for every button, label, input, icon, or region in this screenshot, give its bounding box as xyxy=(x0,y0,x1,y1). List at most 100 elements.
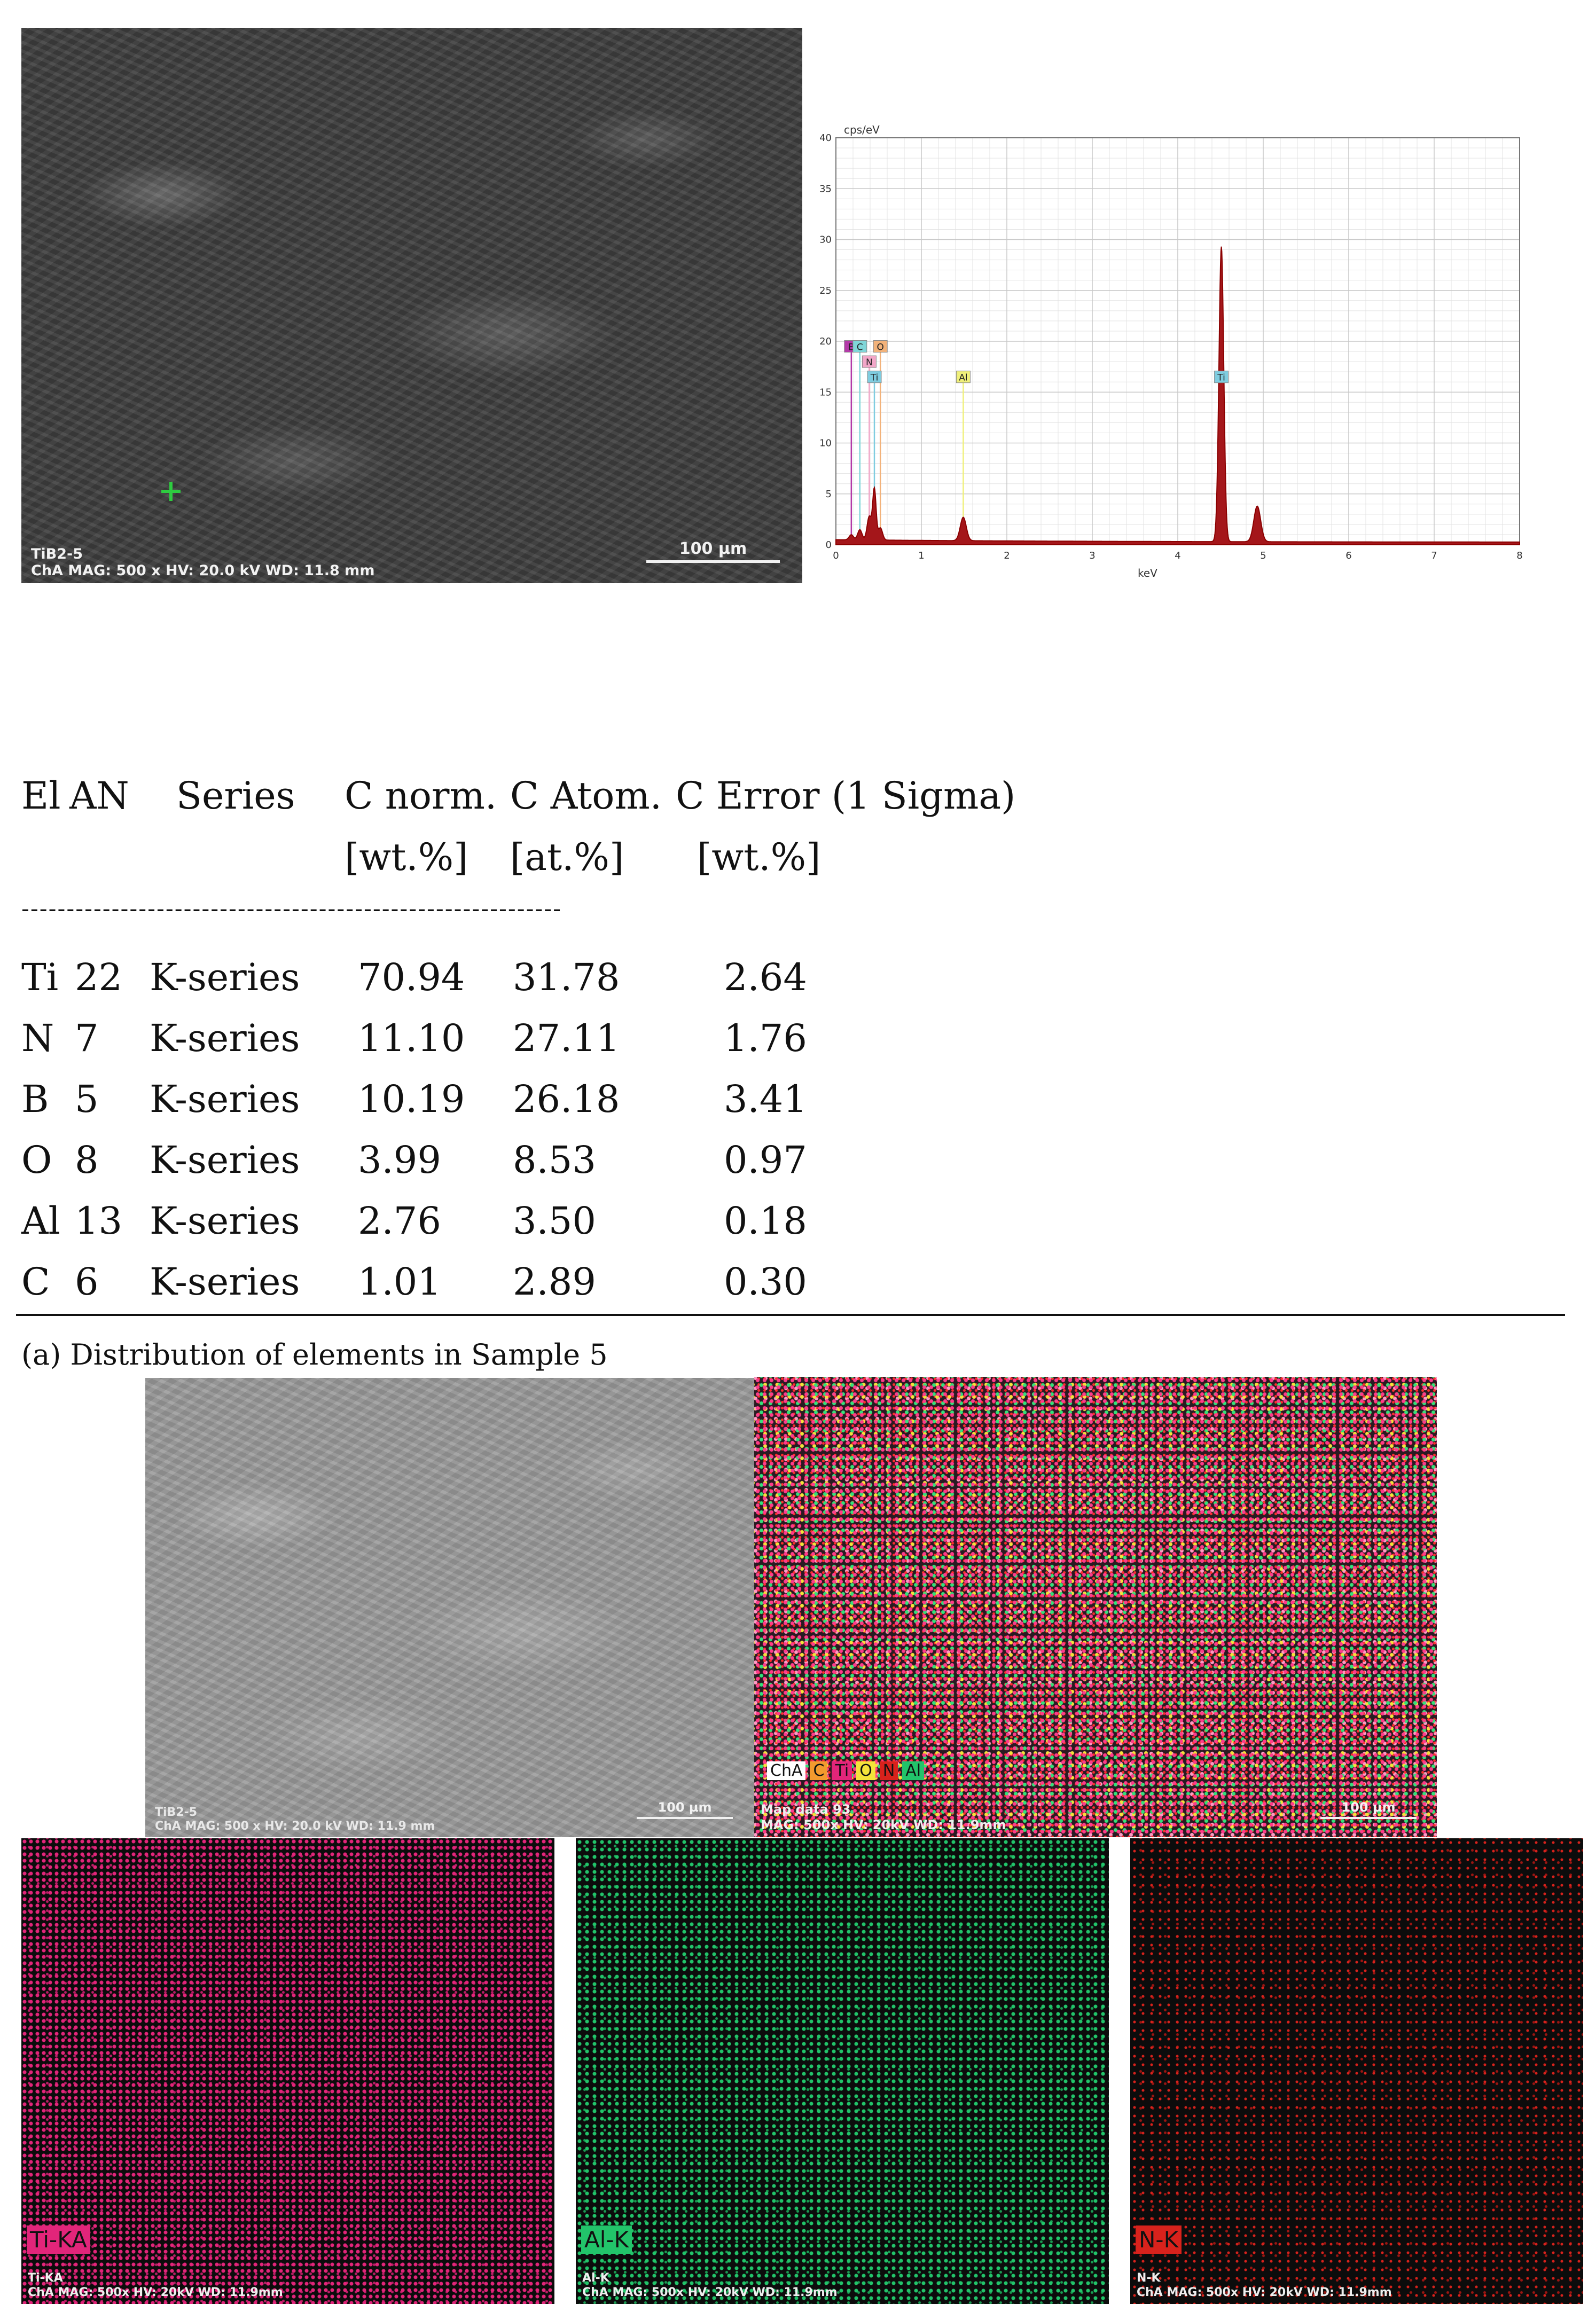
cell-series: K-series xyxy=(150,1016,300,1060)
map-info-line2: ChA MAG: 500x HV: 20kV WD: 11.9mm xyxy=(28,2285,283,2299)
element-label-text: O xyxy=(877,342,884,353)
element-map-ti: Ti-KA Ti-KA ChA MAG: 500x HV: 20kV WD: 1… xyxy=(21,1838,554,2304)
cell-c-error: 1.76 xyxy=(724,1016,807,1060)
figure-caption: (a) Distribution of elements in Sample 5 xyxy=(21,1338,608,1372)
crosshair-icon xyxy=(161,482,181,501)
element-label-text: Ti xyxy=(1217,373,1225,383)
cell-c-norm: 11.10 xyxy=(358,1016,465,1060)
x-tick-label: 3 xyxy=(1089,550,1095,561)
legend-entry: ChA xyxy=(767,1761,806,1780)
legend-entry: O xyxy=(856,1761,875,1780)
header-el: El xyxy=(21,774,61,818)
y-tick-label: 10 xyxy=(819,438,832,449)
map-info-line1: Al-K xyxy=(582,2271,609,2285)
cell-c-atom: 31.78 xyxy=(513,955,620,999)
cell-c-atom: 3.50 xyxy=(513,1199,596,1243)
cell-c-error: 3.41 xyxy=(724,1077,807,1121)
cell-c-error: 0.97 xyxy=(724,1138,807,1182)
scale-label: 100 µm xyxy=(1341,1800,1396,1815)
y-tick-label: 25 xyxy=(819,285,832,296)
sem-info-line: ChA MAG: 500 x HV: 20.0 kV WD: 11.9 mm xyxy=(155,1819,435,1833)
sem-sample-label: TiB2-5 xyxy=(155,1806,198,1820)
legend-entry: N xyxy=(879,1761,898,1780)
x-axis-label: keV xyxy=(1138,567,1157,579)
map-info-line2: ChA MAG: 500x HV: 20kV WD: 11.9mm xyxy=(1137,2285,1392,2299)
y-tick-label: 30 xyxy=(819,234,832,246)
cell-c-atom: 2.89 xyxy=(513,1260,596,1304)
element-label-box xyxy=(1214,371,1229,383)
cell-c-norm: 1.01 xyxy=(358,1260,441,1304)
y-tick-label: 35 xyxy=(819,183,832,194)
x-tick-label: 5 xyxy=(1260,550,1266,561)
cell-c-norm: 10.19 xyxy=(358,1077,465,1121)
sem-info-line: ChA MAG: 500 x HV: 20.0 kV WD: 11.8 mm xyxy=(31,562,375,579)
element-map-n: N-K N-K ChA MAG: 500x HV: 20kV WD: 11.9m… xyxy=(1130,1838,1583,2304)
cell-c-atom: 27.11 xyxy=(513,1016,620,1060)
cell-atomic-number: 7 xyxy=(75,1016,99,1060)
header-unit-norm: [wt.%] xyxy=(345,835,468,879)
cell-series: K-series xyxy=(150,1077,300,1121)
header-catom: C Atom. xyxy=(510,774,662,818)
edx-mixed-map: ChA C Ti O N Al Map data 93 MAG: 500x HV: 20k… xyxy=(754,1377,1437,1837)
cell-c-norm: 70.94 xyxy=(358,955,465,999)
element-label: Ti xyxy=(1214,371,1229,383)
header-unit-error: [wt.%] xyxy=(697,835,821,879)
element-label: C xyxy=(852,340,867,353)
y-tick-label: 15 xyxy=(819,387,832,398)
map-tag: Ti-KA xyxy=(27,2225,90,2254)
map-info-line2: MAG: 500x HV: 20kV WD: 11.9mm xyxy=(761,1817,1006,1833)
element-label-box xyxy=(862,355,877,368)
scale-bar xyxy=(646,560,780,563)
map-legend: ChA C Ti O N Al xyxy=(767,1761,925,1780)
header-unit-atom: [at.%] xyxy=(510,835,624,879)
cell-atomic-number: 13 xyxy=(75,1199,123,1243)
y-tick-label: 5 xyxy=(826,489,832,500)
cell-element: Al xyxy=(21,1199,60,1243)
cell-series: K-series xyxy=(150,1138,300,1182)
cell-c-error: 0.18 xyxy=(724,1199,807,1243)
map-info-line1: Ti-KA xyxy=(28,2271,63,2285)
y-axis-label: cps/eV xyxy=(844,123,880,136)
y-tick-label: 20 xyxy=(819,336,832,347)
sem-sample-label: TiB2-5 xyxy=(31,545,83,562)
element-label-box xyxy=(852,340,867,353)
sem-image-top: TiB2-5 ChA MAG: 500 x HV: 20.0 kV WD: 11… xyxy=(21,28,802,583)
cell-c-error: 0.30 xyxy=(724,1260,807,1304)
map-info-line1: Map data 93 xyxy=(761,1802,851,1817)
cell-element: Ti xyxy=(21,955,59,999)
edx-spectrum-chart: 0 1 2 3 4 5 6 7 8 0 5 10 15 20 25 30 35 40 B CNO Ti Al Ti cps… xyxy=(819,123,1523,579)
scale-label: 100 µm xyxy=(679,539,747,558)
element-label-box xyxy=(873,340,888,353)
map-tag: Al-K xyxy=(581,2225,632,2254)
element-label-text: Ti xyxy=(870,373,879,383)
cell-series: K-series xyxy=(150,1199,300,1243)
cell-c-norm: 2.76 xyxy=(358,1199,441,1243)
x-tick-label: 0 xyxy=(833,550,839,561)
composition-table: El AN Series C norm. C Atom. C Error (1 … xyxy=(16,774,1565,1316)
element-label-text: B xyxy=(848,342,855,353)
y-tick-label: 0 xyxy=(826,539,832,551)
header-cnorm: C norm. xyxy=(345,774,497,818)
x-tick-label: 1 xyxy=(918,550,924,561)
element-label: Al xyxy=(956,371,971,383)
cell-atomic-number: 6 xyxy=(75,1260,99,1304)
y-tick-label: 40 xyxy=(819,132,832,144)
element-label: O xyxy=(873,340,888,353)
cell-element: C xyxy=(21,1260,50,1304)
cell-c-atom: 8.53 xyxy=(513,1138,596,1182)
header-an: AN xyxy=(69,774,129,818)
cell-element: O xyxy=(21,1138,52,1182)
cell-series: K-series xyxy=(150,955,300,999)
element-label: N xyxy=(862,355,877,368)
table-separator: ----------------------------------------… xyxy=(21,895,562,922)
scale-label: 100 µm xyxy=(658,1800,712,1815)
element-map-al: Al-K Al-K ChA MAG: 500x HV: 20kV WD: 11.… xyxy=(576,1838,1109,2304)
legend-entry: Al xyxy=(902,1761,925,1780)
cell-atomic-number: 22 xyxy=(75,955,123,999)
cell-element: N xyxy=(21,1016,54,1060)
scale-bar xyxy=(1320,1817,1417,1819)
cell-series: K-series xyxy=(150,1260,300,1304)
element-label-text: C xyxy=(857,342,863,353)
cell-c-error: 2.64 xyxy=(724,955,807,999)
element-label: Ti xyxy=(867,371,882,383)
